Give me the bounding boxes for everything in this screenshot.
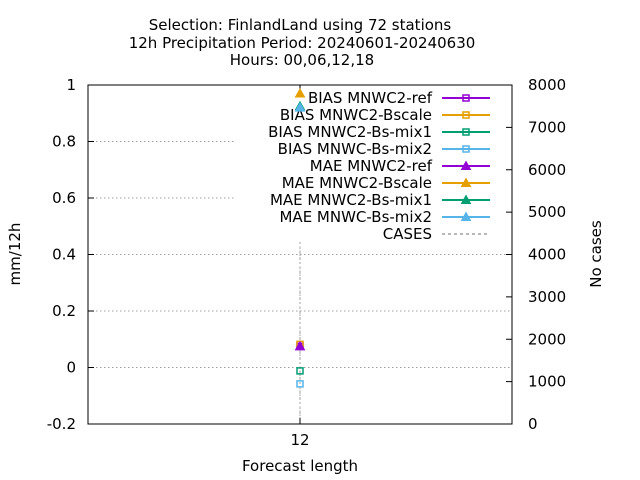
title-line-3: Hours: 00,06,12,18: [230, 51, 374, 69]
legend-swatch-marker: [460, 160, 472, 170]
legend-label: BIAS MNWC2-Bscale: [280, 106, 432, 124]
y2-tick-label: 5000: [528, 203, 566, 221]
data-point-mae-mnwc2-ref: [294, 340, 306, 351]
legend-swatch-marker: [462, 128, 470, 136]
y-tick-label: -0.2: [47, 415, 76, 433]
y2-axis-label: No cases: [587, 220, 605, 288]
y2-tick-label: 7000: [528, 118, 566, 136]
legend-item-bias-mnwc2-ref: BIAS MNWC2-ref: [308, 89, 490, 107]
legend-label: BIAS MNWC-Bs-mix2: [278, 140, 432, 158]
y2-tick-label: 6000: [528, 161, 566, 179]
legend-swatch-marker: [460, 194, 472, 204]
data-point-mae-mnwc2-bscale: [294, 87, 306, 98]
legend-swatch-marker: [460, 177, 472, 187]
y-tick-label: 0.2: [52, 302, 76, 320]
y-axis-label: mm/12h: [6, 223, 24, 286]
y-tick-label: 0.8: [52, 133, 76, 151]
legend-swatch-marker: [462, 145, 470, 153]
title-line-1: Selection: FinlandLand using 72 stations: [149, 16, 452, 34]
y2-tick-label: 1000: [528, 373, 566, 391]
y-tick-label: 0.4: [52, 246, 76, 264]
y2-tick-label: 2000: [528, 330, 566, 348]
data-point-bias-mnwc-bs-mix2: [296, 380, 304, 388]
legend-swatch-marker: [460, 211, 472, 221]
y2-tick-label: 4000: [528, 246, 566, 264]
y-tick-label: 1: [66, 76, 76, 94]
legend-label: BIAS MNWC2-Bs-mix1: [268, 123, 432, 141]
y-tick-label: 0: [66, 359, 76, 377]
legend-item-bias-mnwc-bs-mix2: BIAS MNWC-Bs-mix2: [278, 140, 490, 158]
legend-swatch-marker: [462, 94, 470, 102]
legend-label: MAE MNWC-Bs-mix2: [279, 208, 432, 226]
y-axis-ticks: -0.2 0 0.2 0.4 0.6 0.8 1: [47, 76, 94, 433]
x-axis-label: Forecast length: [242, 457, 358, 475]
y2-tick-label: 3000: [528, 288, 566, 306]
legend-item-mae-mnwc2-ref: MAE MNWC2-ref: [310, 157, 490, 175]
legend-item-bias-mnwc2-bscale: BIAS MNWC2-Bscale: [280, 106, 490, 124]
legend-item-mae-mnwc2-bscale: MAE MNWC2-Bscale: [282, 174, 490, 192]
y-tick-label: 0.6: [52, 189, 76, 207]
x-tick-label: 12: [290, 431, 309, 449]
legend-label: BIAS MNWC2-ref: [308, 89, 433, 107]
legend-label: MAE MNWC2-ref: [310, 157, 433, 175]
legend-item-bias-mnwc2-bs-mix1: BIAS MNWC2-Bs-mix1: [268, 123, 490, 141]
chart-title: Selection: FinlandLand using 72 stations…: [129, 16, 476, 69]
legend-item-mae-mnwc-bs-mix2: MAE MNWC-Bs-mix2: [279, 208, 490, 226]
legend-item-mae-mnwc2-bs-mix1: MAE MNWC2-Bs-mix1: [270, 191, 490, 209]
data-point-bias-mnwc2-bs-mix1: [296, 367, 304, 375]
title-line-2: 12h Precipitation Period: 20240601-20240…: [129, 34, 476, 52]
data-points: [294, 87, 306, 388]
legend-item-cases: CASES: [383, 225, 488, 243]
y2-tick-label: 0: [528, 415, 538, 433]
y2-tick-label: 8000: [528, 76, 566, 94]
legend-label: MAE MNWC2-Bs-mix1: [270, 191, 432, 209]
y2-axis-ticks: 0 1000 2000 3000 4000 5000 6000 7000 8000: [506, 76, 566, 433]
legend-swatch-marker: [462, 111, 470, 119]
legend-label: MAE MNWC2-Bscale: [282, 174, 432, 192]
legend-label: CASES: [383, 225, 432, 243]
data-point-mae-mnwc-bs-mix2: [294, 102, 306, 112]
